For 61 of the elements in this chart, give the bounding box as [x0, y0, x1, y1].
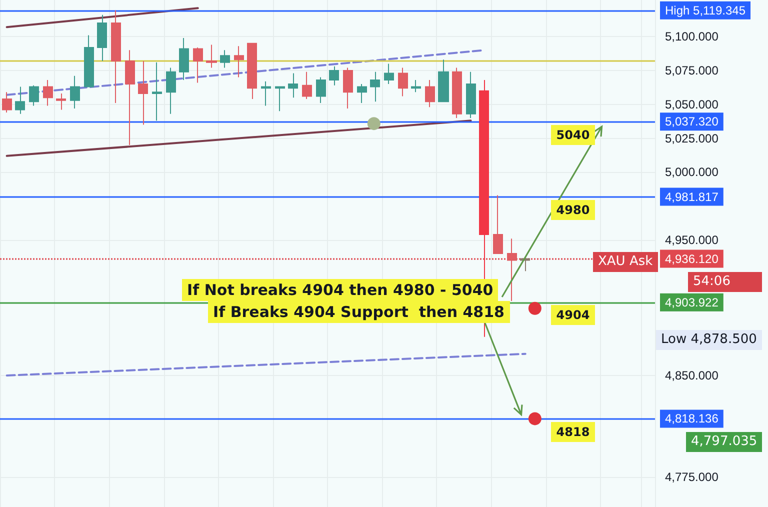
annotation: 4818	[551, 422, 595, 442]
candlestick	[275, 86, 285, 112]
candlestick	[384, 63, 394, 85]
text: 54:06	[688, 272, 762, 292]
y-tick-label: 5,000.000	[665, 165, 719, 180]
annotation: XAU Ask	[593, 252, 658, 272]
candlestick	[466, 71, 476, 118]
candlestick	[111, 10, 121, 104]
y-tick-label: 5,050.000	[665, 97, 719, 112]
annotation: If Breaks 4904 Support then 4818	[208, 301, 510, 323]
candlestick	[357, 84, 367, 104]
candlestick	[302, 71, 312, 100]
text: 4,797.035	[686, 432, 762, 452]
candlestick	[29, 84, 39, 106]
candlestick	[220, 50, 230, 68]
candlestick	[125, 50, 135, 146]
candlestick	[438, 59, 449, 102]
candlestick	[206, 44, 217, 68]
candlestick	[343, 67, 353, 109]
candlestick	[179, 37, 189, 80]
ref-line-label: 5,037.320	[665, 114, 719, 129]
y-tick-label: 4,850.000	[665, 368, 719, 383]
candlestick	[193, 46, 203, 84]
candlestick	[452, 67, 462, 118]
candlestick	[247, 42, 257, 100]
annotation: 4980	[551, 200, 595, 220]
y-tick-label: 5,025.000	[665, 131, 719, 146]
annotation: 5040	[551, 124, 595, 145]
candlestick	[56, 93, 66, 110]
ref-line-label: 4,936.120	[665, 252, 719, 266]
candlestick	[234, 46, 244, 78]
candlestick	[425, 79, 435, 108]
candlestick	[70, 75, 80, 109]
y-tick-label: 5,100.000	[665, 30, 719, 44]
candlestick	[261, 80, 271, 106]
candlestick	[370, 71, 380, 102]
candlestick	[329, 66, 339, 86]
annotation: If Not breaks 4904 then 4980 - 5040	[182, 279, 498, 301]
candlestick	[152, 62, 162, 122]
ref-line-label: 4,981.817	[665, 190, 719, 204]
candlestick	[316, 76, 326, 104]
candlestick	[411, 79, 421, 93]
candlestick	[97, 14, 107, 62]
candlestick	[2, 92, 12, 114]
candlestick	[288, 72, 298, 98]
candlestick	[507, 238, 517, 302]
ref-line-label: 4,903.922	[665, 295, 719, 310]
ref-line-label: High 5,119.345	[665, 3, 746, 18]
candlestick	[166, 67, 176, 114]
annotation: 4904	[551, 305, 595, 326]
candlestick	[15, 86, 25, 114]
y-tick-label: 4,950.000	[665, 232, 719, 247]
y-tick-label: 4,775.000	[665, 470, 719, 484]
candlestick	[398, 67, 408, 97]
candlestick	[84, 34, 94, 88]
candlestick	[493, 194, 503, 254]
candlestick	[138, 60, 148, 126]
ref-line-label: 4,818.136	[665, 412, 719, 426]
candlestick	[43, 79, 53, 106]
text: Low 4,878.500	[656, 330, 762, 350]
y-tick-label: 5,075.000	[665, 63, 719, 78]
